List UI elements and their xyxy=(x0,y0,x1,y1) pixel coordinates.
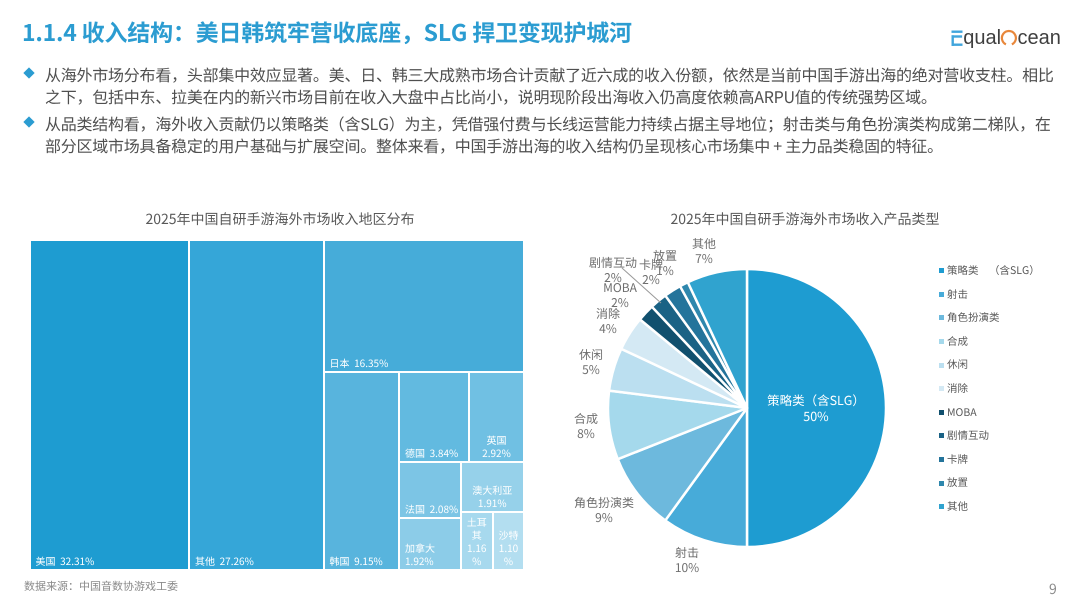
svg-text:qual: qual xyxy=(963,27,1001,49)
svg-text:cean: cean xyxy=(1018,27,1061,49)
